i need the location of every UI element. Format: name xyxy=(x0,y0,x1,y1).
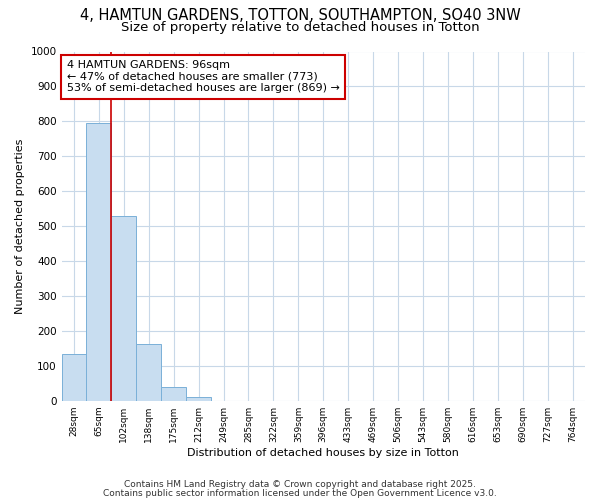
Bar xyxy=(161,388,186,400)
Bar xyxy=(186,397,211,400)
Bar xyxy=(62,354,86,401)
Bar xyxy=(86,123,112,400)
Bar xyxy=(136,344,161,401)
Text: Contains HM Land Registry data © Crown copyright and database right 2025.: Contains HM Land Registry data © Crown c… xyxy=(124,480,476,489)
Text: 4 HAMTUN GARDENS: 96sqm
← 47% of detached houses are smaller (773)
53% of semi-d: 4 HAMTUN GARDENS: 96sqm ← 47% of detache… xyxy=(67,60,340,94)
Text: Size of property relative to detached houses in Totton: Size of property relative to detached ho… xyxy=(121,21,479,34)
Text: 4, HAMTUN GARDENS, TOTTON, SOUTHAMPTON, SO40 3NW: 4, HAMTUN GARDENS, TOTTON, SOUTHAMPTON, … xyxy=(80,8,520,22)
Text: Contains public sector information licensed under the Open Government Licence v3: Contains public sector information licen… xyxy=(103,488,497,498)
Bar xyxy=(112,216,136,400)
X-axis label: Distribution of detached houses by size in Totton: Distribution of detached houses by size … xyxy=(187,448,459,458)
Y-axis label: Number of detached properties: Number of detached properties xyxy=(15,138,25,314)
